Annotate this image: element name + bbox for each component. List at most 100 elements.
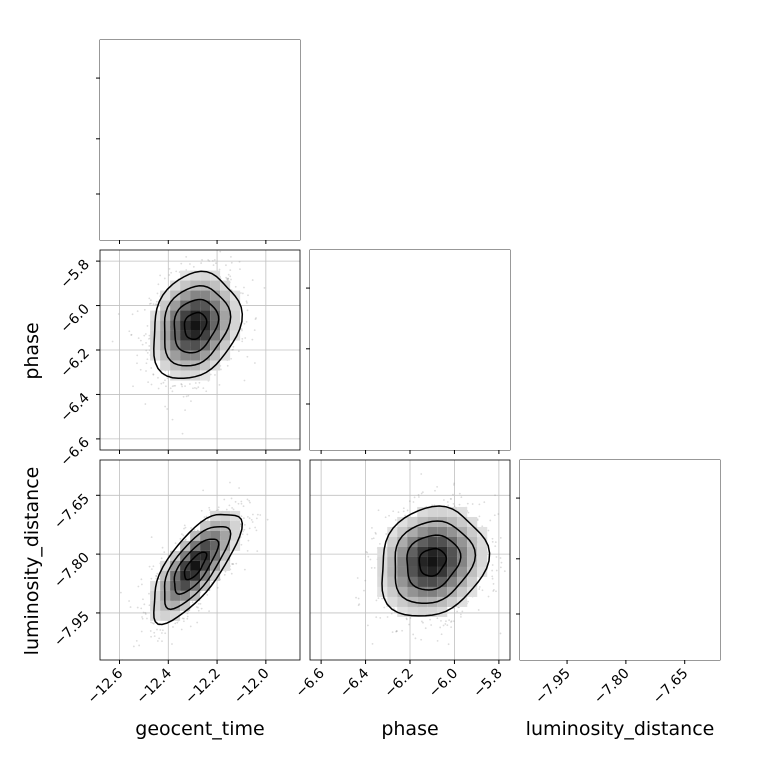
- density-cell: [407, 526, 418, 537]
- scatter-point: [146, 351, 149, 354]
- scatter-point: [218, 384, 221, 386]
- scatter-point: [256, 513, 259, 516]
- scatter-point: [494, 494, 496, 497]
- scatter-point: [397, 511, 400, 514]
- y-tick-label: −5.8: [57, 257, 92, 292]
- contours: [153, 270, 244, 379]
- density-cell: [200, 550, 211, 561]
- density-cell: [407, 546, 418, 557]
- density-cell: [437, 506, 448, 517]
- scatter-point: [144, 611, 147, 614]
- density-cell: [170, 370, 181, 381]
- scatter-point: [363, 589, 365, 592]
- density-cell: [190, 590, 201, 601]
- scatter-point: [218, 268, 221, 271]
- scatter-point: [213, 244, 215, 246]
- scatter-point: [240, 328, 243, 330]
- scatter-point: [166, 408, 169, 410]
- density-cell: [180, 600, 191, 611]
- contour-line: [173, 538, 220, 595]
- density-cell: [160, 570, 171, 581]
- density-cell: [457, 516, 468, 527]
- scatter-point: [174, 542, 177, 545]
- scatter-point: [140, 583, 143, 586]
- scatter-point: [230, 278, 232, 281]
- scatter-point: [458, 503, 461, 506]
- density-cell: [417, 556, 428, 567]
- scatter-point: [184, 385, 186, 388]
- scatter-point: [171, 643, 173, 645]
- scatter-point: [248, 517, 251, 520]
- density-cell: [220, 530, 231, 541]
- panel-background: [520, 460, 720, 660]
- scatter-point: [371, 537, 373, 540]
- scatter-point: [143, 603, 146, 606]
- scatter-point: [253, 362, 256, 364]
- scatter-point: [232, 563, 235, 565]
- scatter-point: [478, 515, 481, 518]
- scatter-point: [111, 340, 114, 343]
- 2d-panel-geocent_time-phase: [96, 244, 301, 454]
- scatter-point: [429, 618, 432, 621]
- scatter-point: [174, 622, 177, 625]
- density-cell: [210, 350, 221, 361]
- scatter-point: [136, 354, 139, 357]
- contour-line: [163, 526, 232, 611]
- scatter-point: [237, 502, 240, 505]
- scatter-point: [478, 503, 481, 506]
- scatter-point: [246, 533, 249, 536]
- density-cell: [180, 540, 191, 551]
- density-cell: [417, 506, 428, 517]
- scatter-point: [156, 292, 159, 295]
- scatter-point: [231, 563, 234, 565]
- scatter-point: [156, 628, 158, 631]
- scatter-point: [491, 540, 494, 543]
- scatter-point: [408, 500, 411, 503]
- scatter-point: [170, 271, 173, 274]
- scatter-point: [263, 287, 266, 289]
- scatter-point: [142, 598, 144, 601]
- density-cell: [477, 566, 488, 577]
- scatter-point: [185, 269, 188, 271]
- scatter-point: [377, 509, 380, 512]
- scatter-point: [240, 543, 243, 546]
- density-cell: [447, 556, 458, 567]
- x-tick-label: −12.0: [231, 666, 273, 708]
- scatter-point: [228, 504, 231, 507]
- panel-content: [355, 473, 506, 646]
- scatter-point: [189, 263, 191, 265]
- scatter-point: [487, 595, 490, 598]
- density-cell: [427, 566, 438, 577]
- density-cell: [407, 606, 418, 617]
- density-cell: [427, 596, 438, 607]
- scatter-point: [491, 564, 494, 566]
- scatter-point: [168, 267, 171, 270]
- density-cell: [220, 300, 231, 311]
- scatter-point: [167, 373, 170, 376]
- scatter-point: [215, 262, 217, 265]
- scatter-point: [445, 620, 447, 623]
- scatter-point: [492, 590, 495, 592]
- density-cell: [190, 320, 201, 331]
- scatter-point: [243, 322, 246, 325]
- scatter-point: [148, 337, 150, 340]
- scatter-point: [375, 616, 378, 619]
- scatter-point: [231, 563, 233, 565]
- density-cell: [200, 300, 211, 311]
- x-axis-label-geocent-time: geocent_time: [135, 718, 264, 740]
- scatter-point: [499, 632, 502, 635]
- scatter-point: [431, 504, 433, 507]
- scatter-point: [131, 313, 134, 316]
- scatter-point: [144, 613, 147, 615]
- scatter-point: [119, 591, 122, 594]
- scatter-point: [373, 566, 376, 569]
- scatter-point: [166, 377, 169, 380]
- scatter-point: [185, 395, 188, 398]
- scatter-point: [229, 275, 232, 278]
- scatter-point: [150, 635, 152, 638]
- scatter-point: [243, 528, 246, 531]
- scatter-point: [491, 577, 494, 580]
- density-cell: [170, 300, 181, 311]
- scatter-point: [386, 616, 389, 618]
- density-cell: [200, 530, 211, 541]
